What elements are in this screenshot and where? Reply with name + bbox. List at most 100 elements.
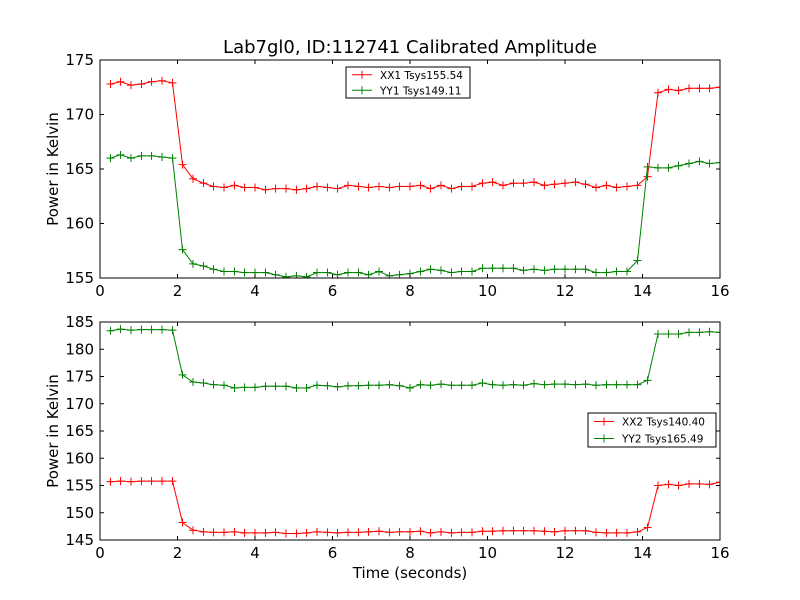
- data-point: [333, 382, 342, 391]
- data-point: [716, 478, 720, 487]
- x-tick-label: 16: [710, 282, 729, 300]
- data-point: [302, 383, 311, 392]
- data-point: [488, 380, 497, 389]
- data-point: [385, 380, 394, 389]
- data-point: [344, 181, 352, 190]
- data-point: [395, 527, 404, 536]
- data-point: [302, 184, 311, 193]
- data-point: [509, 179, 518, 188]
- data-point: [468, 182, 476, 191]
- data-point: [633, 256, 642, 265]
- data-point: [251, 528, 259, 537]
- data-point: [230, 383, 239, 392]
- data-point: [344, 268, 352, 277]
- data-point: [240, 383, 249, 392]
- data-point: [468, 528, 476, 537]
- data-point: [323, 268, 332, 277]
- data-point: [705, 480, 714, 489]
- data-point: [323, 381, 332, 390]
- data-point: [147, 77, 156, 86]
- data-point: [271, 184, 280, 193]
- y-axis-label: Power in Kelvin: [44, 112, 62, 226]
- data-point: [519, 381, 528, 390]
- data-point: [199, 527, 208, 536]
- x-tick-label: 6: [328, 282, 338, 300]
- data-point: [540, 380, 549, 389]
- x-tick-label: 4: [250, 544, 260, 562]
- y-tick-label: 150: [65, 504, 94, 522]
- data-point: [623, 380, 631, 389]
- data-point: [509, 264, 518, 273]
- data-point: [488, 264, 497, 273]
- data-point: [116, 150, 125, 159]
- data-point: [437, 181, 445, 190]
- data-point: [540, 527, 549, 536]
- data-point: [633, 527, 642, 536]
- data-point: [643, 162, 652, 171]
- data-point: [581, 526, 590, 535]
- data-point: [643, 523, 652, 532]
- data-point: [437, 380, 445, 389]
- data-point: [623, 267, 631, 276]
- data-point: [302, 528, 311, 537]
- subplot-1: 0 2 4 6 8 10 12 14 16 155 160 165 170 175 Power in Kel…: [44, 51, 730, 300]
- data-point: [581, 180, 590, 189]
- data-point: [230, 527, 239, 536]
- data-point: [292, 383, 301, 392]
- data-point: [271, 382, 280, 391]
- x-tick-label: 8: [405, 544, 415, 562]
- data-point: [106, 477, 115, 486]
- data-point: [509, 380, 518, 389]
- data-point: [406, 527, 414, 536]
- data-point: [333, 528, 342, 537]
- y-tick-label: 165: [65, 422, 94, 440]
- data-point: [488, 178, 497, 187]
- legend-swatch: [352, 86, 372, 95]
- data-point: [354, 381, 363, 390]
- data-point: [457, 381, 466, 390]
- data-point: [333, 184, 342, 193]
- data-point: [220, 183, 228, 192]
- data-point: [561, 380, 569, 389]
- data-point: [354, 182, 363, 191]
- data-point: [664, 163, 673, 172]
- data-point: [571, 178, 580, 187]
- data-point: [530, 178, 538, 187]
- data-point: [292, 185, 301, 194]
- x-tick-label: 14: [633, 544, 652, 562]
- legend-box: [345, 66, 471, 99]
- data-point: [220, 381, 228, 390]
- data-point: [519, 526, 528, 535]
- data-point: [592, 268, 600, 277]
- data-point: [623, 528, 631, 537]
- data-point: [674, 86, 683, 95]
- data-point: [116, 325, 125, 334]
- data-point: [447, 528, 456, 537]
- data-point: [426, 265, 435, 274]
- data-point: [654, 329, 662, 338]
- data-point: [240, 183, 249, 192]
- data-point: [457, 528, 466, 537]
- data-point: [137, 477, 146, 486]
- data-point: [147, 477, 156, 486]
- data-point: [251, 183, 259, 192]
- data-point: [478, 179, 487, 188]
- data-point: [633, 380, 642, 389]
- data-point: [116, 477, 125, 486]
- data-point: [406, 383, 414, 392]
- data-point: [633, 181, 642, 190]
- data-point: [602, 528, 611, 537]
- data-point: [437, 266, 445, 275]
- data-point: [147, 151, 156, 160]
- data-point: [488, 527, 497, 536]
- data-point: [499, 381, 507, 390]
- data-point: [375, 527, 383, 536]
- data-point: [209, 528, 218, 537]
- data-point: [178, 160, 187, 169]
- y-tick-label: 185: [65, 313, 94, 331]
- data-point: [344, 528, 352, 537]
- data-point: [313, 381, 321, 390]
- data-point: [385, 271, 394, 278]
- y-tick-label: 180: [65, 340, 94, 358]
- data-point: [478, 379, 487, 388]
